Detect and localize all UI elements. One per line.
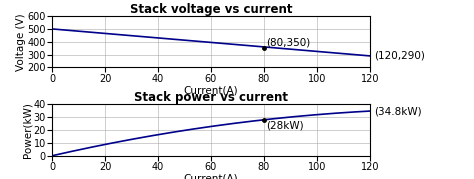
X-axis label: Current(A): Current(A) — [183, 173, 238, 179]
Y-axis label: Voltage (V): Voltage (V) — [16, 13, 26, 71]
Y-axis label: Power(kW): Power(kW) — [22, 102, 32, 158]
X-axis label: Current(A): Current(A) — [183, 85, 238, 95]
Text: (80,350): (80,350) — [266, 38, 311, 48]
Text: (120,290): (120,290) — [374, 51, 425, 61]
Title: Stack voltage vs current: Stack voltage vs current — [130, 3, 292, 16]
Title: Stack power vs current: Stack power vs current — [134, 91, 288, 104]
Text: (34.8kW): (34.8kW) — [374, 106, 421, 116]
Text: (28kW): (28kW) — [266, 121, 304, 131]
